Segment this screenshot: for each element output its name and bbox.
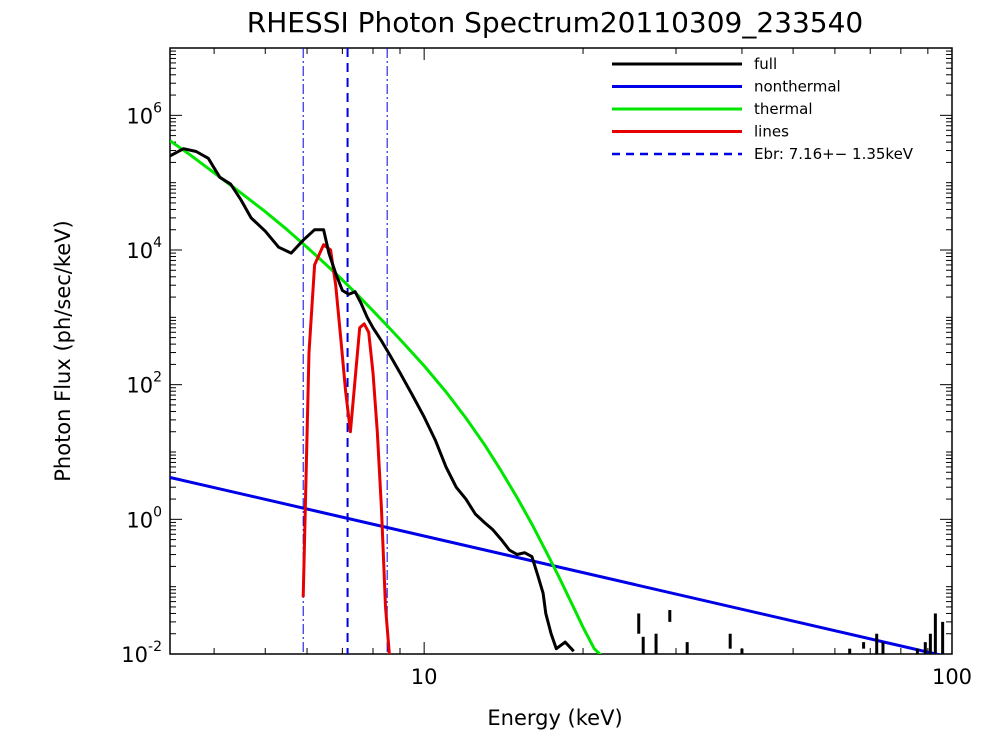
x-tick-label: 10: [411, 665, 438, 689]
chart-title: RHESSI Photon Spectrum20110309_233540: [247, 6, 864, 39]
y-tick-label: 104: [126, 235, 162, 263]
x-tick-label: 100: [932, 665, 972, 689]
legend-label-3: lines: [754, 123, 789, 141]
ebr-markers: [302, 48, 388, 654]
axis-tick-labels: 10 100 10-2 100 102 104 106: [121, 100, 972, 689]
legend-label-2: thermal: [754, 100, 813, 118]
series-lines-line: [301, 243, 391, 654]
axis-ticks: [170, 47, 953, 655]
y-tick-label: 102: [126, 370, 162, 398]
y-tick-label: 10-2: [121, 639, 162, 667]
y-tick-label: 106: [126, 100, 162, 128]
y-tick-label: 100: [126, 504, 162, 532]
plot-border: [169, 47, 953, 655]
legend: full nonthermal thermal lines Ebr: 7.16+− 1.…: [612, 55, 914, 163]
series-nonthermal-line: [170, 475, 943, 654]
series-layer: [170, 139, 945, 654]
legend-label-4: Ebr: 7.16+− 1.35keV: [754, 145, 914, 163]
legend-label-0: full: [754, 55, 777, 73]
series-thermal-line: [170, 139, 603, 654]
legend-label-1: nonthermal: [754, 78, 841, 96]
x-axis-label: Energy (keV): [487, 706, 622, 730]
plot-frame: [169, 47, 953, 655]
series-full-line: [170, 147, 575, 653]
y-axis-label: Photon Flux (ph/sec/keV): [51, 220, 75, 482]
